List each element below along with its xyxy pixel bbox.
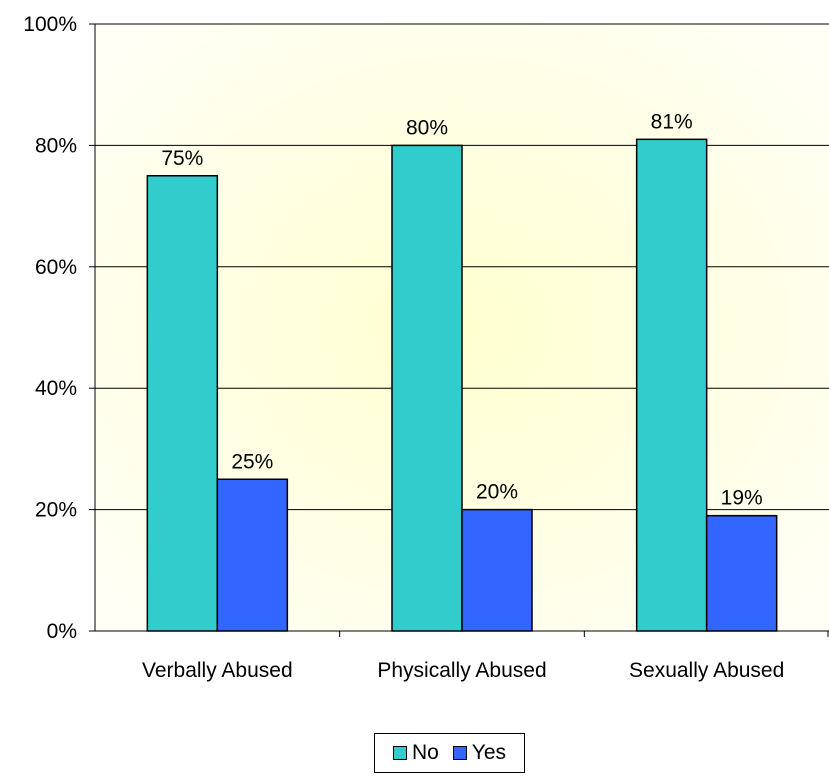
y-tick-label: 60% <box>35 256 77 279</box>
y-tick-label: 40% <box>35 377 77 400</box>
legend-swatch-yes <box>452 746 467 760</box>
x-category-label: Verbally Abused <box>142 659 293 682</box>
data-label: 19% <box>721 487 763 510</box>
legend-item-yes: Yes <box>452 741 507 765</box>
y-tick-label: 20% <box>35 499 77 522</box>
data-label: 25% <box>231 450 273 473</box>
x-category-label: Physically Abused <box>377 659 546 682</box>
x-category-label: Sexually Abused <box>629 659 784 682</box>
y-tick-label: 100% <box>23 13 77 36</box>
legend-label-yes: Yes <box>471 741 507 764</box>
data-label: 81% <box>651 110 693 133</box>
bar-no <box>391 144 463 632</box>
data-label: 75% <box>161 147 203 170</box>
data-label: 20% <box>476 481 518 504</box>
bar-yes <box>461 508 533 632</box>
legend-item-no: No <box>392 741 439 765</box>
bar-no <box>146 175 219 632</box>
legend-label-no: No <box>411 741 439 764</box>
data-label: 80% <box>406 116 448 139</box>
legend-swatch-no <box>392 746 407 760</box>
legend: No Yes <box>374 733 525 773</box>
bar-yes <box>216 478 289 632</box>
y-tick-label: 0% <box>47 620 77 643</box>
y-tick-label: 80% <box>35 134 77 157</box>
bar-yes <box>705 514 778 632</box>
bar-no <box>635 138 708 632</box>
